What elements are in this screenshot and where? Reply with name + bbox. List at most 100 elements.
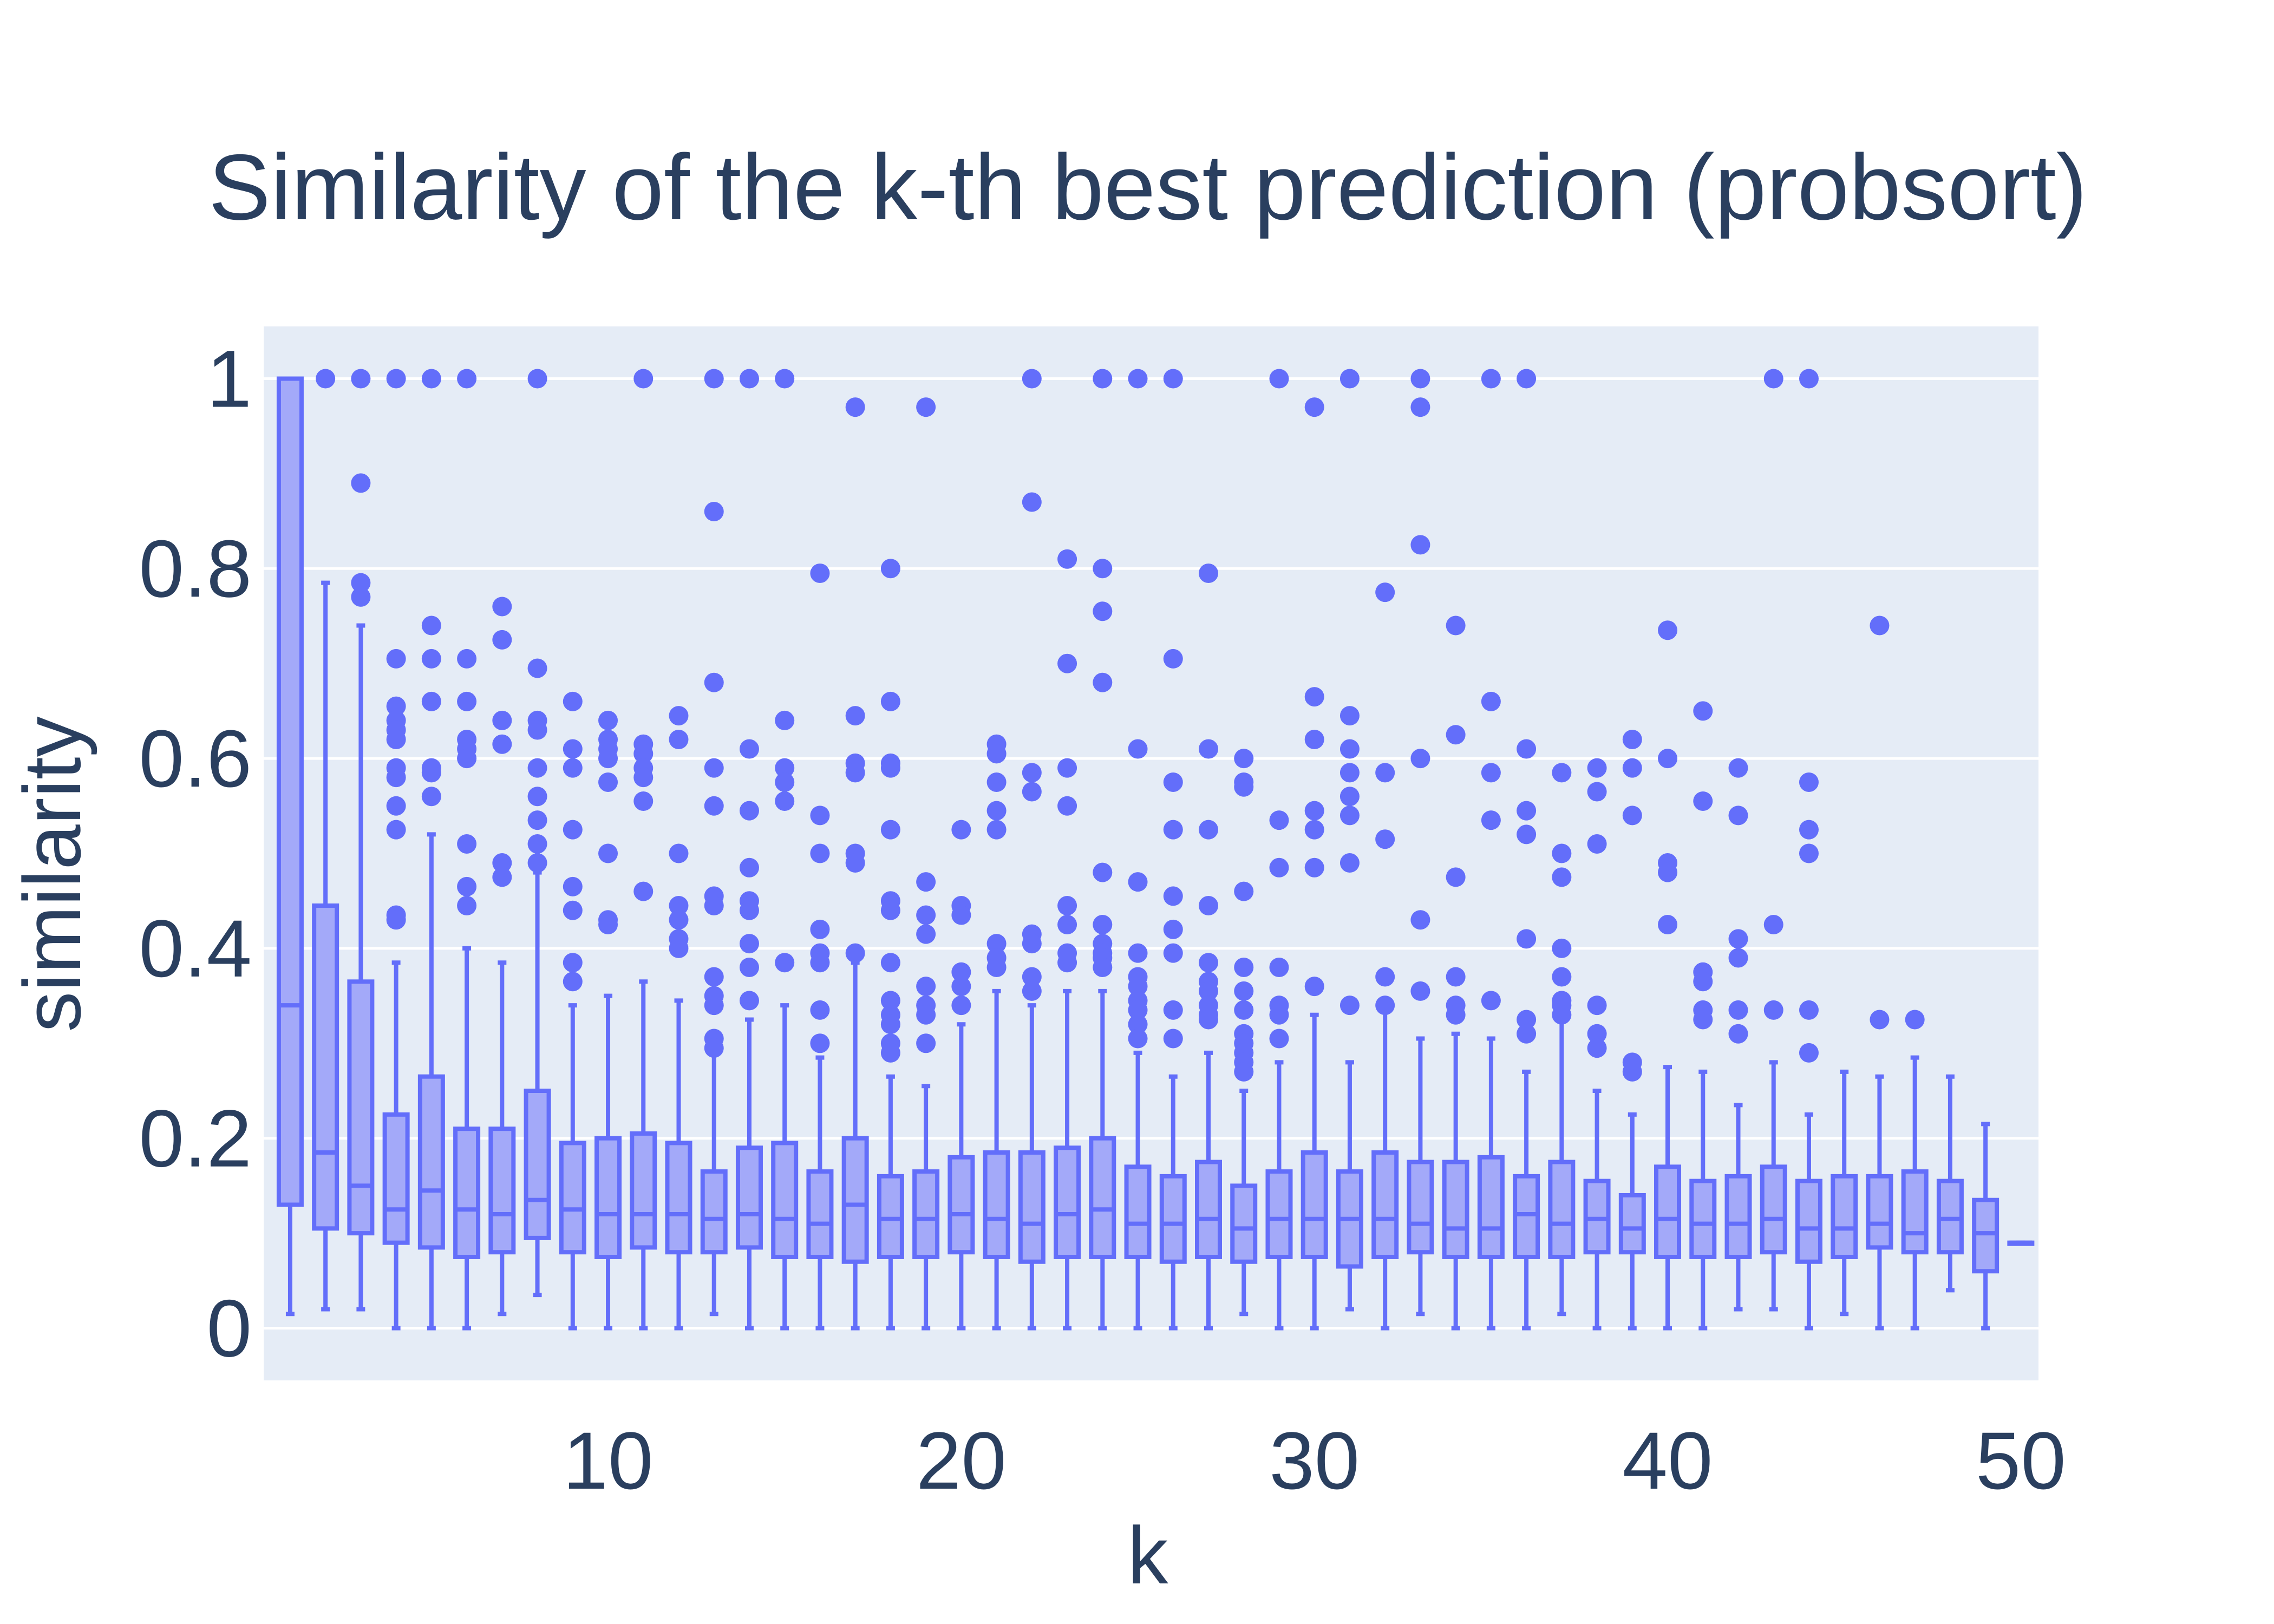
outlier-point — [1093, 601, 1113, 621]
outlier-point — [527, 658, 547, 678]
box-k-14 — [735, 369, 763, 1331]
iqr-box — [1724, 1174, 1752, 1259]
outlier-point — [739, 739, 759, 759]
outlier-point — [633, 791, 654, 811]
box-k-35 — [1477, 369, 1505, 1331]
box-k-21 — [983, 734, 1010, 1331]
outlier-point — [457, 691, 477, 711]
y-tick-label: 0.2 — [139, 1093, 252, 1184]
outlier-point — [1517, 929, 1537, 949]
outlier-point — [1093, 915, 1113, 935]
outlier-point — [1304, 977, 1324, 997]
outlier-point — [1199, 1010, 1219, 1030]
iqr-box — [1124, 1164, 1152, 1259]
box-k-47 — [1901, 1010, 1929, 1331]
outlier-point — [527, 758, 547, 778]
outlier-point — [739, 991, 759, 1011]
outlier-point — [1410, 910, 1430, 930]
outlier-point — [704, 796, 724, 816]
outlier-point — [1728, 948, 1748, 968]
box-k-16 — [806, 564, 834, 1331]
box-k-4 — [382, 369, 410, 1331]
outlier-point — [1057, 549, 1077, 569]
box-k-2 — [312, 369, 339, 1312]
iqr-box — [1089, 1136, 1116, 1259]
outlier-point — [563, 972, 583, 992]
outlier-point — [1799, 1000, 1819, 1020]
outlier-point — [1339, 369, 1360, 389]
outlier-point — [563, 758, 583, 778]
outlier-point — [1763, 1000, 1783, 1020]
outlier-point — [386, 768, 406, 788]
outlier-point — [669, 730, 689, 750]
outlier-point — [1870, 1010, 1890, 1030]
outlier-point — [386, 369, 406, 389]
box-k-46 — [1866, 615, 1893, 1331]
outlier-point — [880, 820, 900, 840]
iqr-box — [983, 1150, 1010, 1259]
outlier-point — [1269, 857, 1289, 878]
iqr-box — [1513, 1174, 1540, 1259]
outlier-point — [1481, 691, 1501, 711]
iqr-box — [1831, 1174, 1858, 1259]
outlier-point — [1269, 810, 1289, 830]
outlier-point — [457, 834, 477, 854]
outlier-point — [1163, 886, 1183, 906]
outlier-point — [916, 1005, 936, 1025]
outlier-point — [1339, 787, 1360, 807]
box-k-10 — [594, 710, 622, 1331]
outlier-point — [1517, 801, 1537, 821]
box-k-32 — [1371, 582, 1399, 1331]
iqr-box — [1548, 1160, 1576, 1259]
outlier-point — [1093, 672, 1113, 692]
outlier-point — [810, 806, 830, 826]
box-k-37 — [1548, 763, 1576, 1317]
outlier-point — [1587, 996, 1607, 1016]
outlier-point — [598, 772, 618, 792]
outlier-point — [739, 801, 759, 821]
outlier-point — [775, 369, 795, 389]
outlier-point — [457, 369, 477, 389]
box-k-30 — [1301, 397, 1328, 1331]
iqr-box — [1760, 1164, 1787, 1255]
outlier-point — [1763, 369, 1783, 389]
outlier-point — [739, 857, 759, 878]
outlier-point — [1375, 763, 1395, 783]
outlier-point — [916, 924, 936, 944]
outlier-point — [704, 967, 724, 987]
outlier-point — [1799, 1043, 1819, 1063]
outlier-point — [669, 706, 689, 726]
outlier-point — [704, 369, 724, 389]
outlier-point — [1410, 749, 1430, 769]
x-tick-label: 50 — [1976, 1415, 2066, 1506]
outlier-point — [563, 739, 583, 759]
iqr-box — [1159, 1174, 1187, 1264]
outlier-point — [1093, 369, 1113, 389]
outlier-point — [845, 943, 865, 963]
outlier-point — [492, 630, 512, 650]
outlier-point — [527, 853, 547, 873]
outlier-point — [1128, 943, 1148, 963]
outlier-point — [1375, 829, 1395, 849]
box-k-26 — [1159, 369, 1187, 1331]
outlier-point — [810, 919, 830, 939]
iqr-box — [700, 1169, 728, 1255]
outlier-point — [1481, 810, 1501, 830]
outlier-point — [598, 710, 618, 730]
outlier-point — [527, 787, 547, 807]
outlier-point — [880, 991, 900, 1011]
outlier-point — [1339, 853, 1360, 873]
outlier-point — [1304, 801, 1324, 821]
box-k-20 — [948, 820, 975, 1331]
outlier-point — [1234, 749, 1254, 769]
outlier-point — [1870, 615, 1890, 636]
outlier-point — [598, 843, 618, 863]
box-k-9 — [559, 691, 586, 1331]
outlier-point — [1093, 957, 1113, 977]
box-k-15 — [771, 369, 799, 1331]
outlier-point — [810, 564, 830, 584]
outlier-point — [1728, 1000, 1748, 1020]
outlier-point — [1269, 1005, 1289, 1025]
outlier-point — [1693, 972, 1713, 992]
outlier-point — [633, 881, 654, 901]
